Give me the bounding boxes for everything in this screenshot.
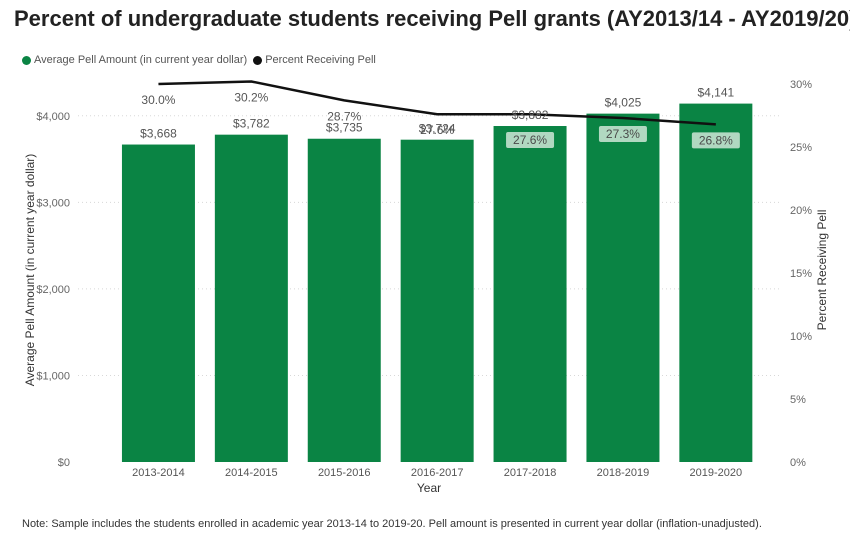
gridlines xyxy=(78,115,780,376)
bar-value-label: $3,782 xyxy=(233,117,270,131)
bar-value-label: $3,882 xyxy=(512,108,549,122)
x-tick-label: 2017-2018 xyxy=(504,467,557,479)
x-tick-label: 2015-2016 xyxy=(318,467,371,479)
y2-tick-label: 20% xyxy=(790,205,812,217)
y2-tick-label: 0% xyxy=(790,457,806,469)
x-axis-title: Year xyxy=(417,481,441,495)
legend-item-percent-receiving: Percent Receiving Pell xyxy=(253,54,376,66)
legend: Average Pell Amount (in current year dol… xyxy=(22,54,382,66)
bar-value-label: $3,668 xyxy=(140,127,177,141)
bar xyxy=(493,126,567,462)
legend-label-pell-amount: Average Pell Amount (in current year dol… xyxy=(34,54,248,66)
y2-tick-label: 5% xyxy=(790,394,806,406)
bar xyxy=(679,103,753,463)
percent-label-box xyxy=(506,132,555,149)
percent-label-box xyxy=(598,126,647,143)
y-tick-label: $3,000 xyxy=(36,197,70,209)
y-tick-label: $2,000 xyxy=(36,284,70,296)
y2-tick-label: 10% xyxy=(790,331,812,343)
bar-value-label: $3,724 xyxy=(419,122,456,136)
y-tick-label: $1,000 xyxy=(36,370,70,382)
y2-axis-title: Percent Receiving Pell xyxy=(815,210,829,331)
legend-marker-percent-receiving xyxy=(253,55,263,65)
percent-value-label: 30.2% xyxy=(234,90,268,104)
footnote: Note: Sample includes the students enrol… xyxy=(22,518,762,530)
x-tick-label: 2018-2019 xyxy=(597,467,650,479)
percent-value-label: 26.8% xyxy=(699,133,733,147)
x-tick-label: 2016-2017 xyxy=(411,467,464,479)
y-tick-label: $0 xyxy=(58,457,70,469)
bar xyxy=(586,113,660,462)
x-tick-label: 2014-2015 xyxy=(225,467,278,479)
percent-series-line xyxy=(158,80,716,126)
bar xyxy=(307,138,381,462)
axes: $0 $1,000 $2,000 $3,000 $4,000 0% 5% 10% 15% 20% 2… xyxy=(23,79,829,495)
percent-value-label: 27.3% xyxy=(606,127,640,141)
bar-value-label: $4,141 xyxy=(697,86,734,100)
chart-title: Percent of undergraduate students receiv… xyxy=(14,6,850,31)
x-tick-label: 2019-2020 xyxy=(690,467,743,479)
y2-tick-label: 15% xyxy=(790,268,812,280)
percent-value-label: 30.0% xyxy=(141,93,175,107)
y-axis-title: Average Pell Amount (in current year dol… xyxy=(23,154,37,387)
legend-label-percent-receiving: Percent Receiving Pell xyxy=(265,54,376,66)
bars xyxy=(121,103,753,463)
percent-value-label: 28.7% xyxy=(327,109,361,123)
percent-value-label: 27.6% xyxy=(420,123,454,137)
bar-value-label: $3,735 xyxy=(326,121,363,135)
percent-value-label: 27.6% xyxy=(513,133,547,147)
data-labels: $3,668 $3,782 $3,735 $3,724 $3,882 $4,025 $4,1… xyxy=(140,86,740,149)
percent-line xyxy=(158,80,716,126)
x-tick-label: 2013-2014 xyxy=(132,467,185,479)
legend-item-pell-amount: Average Pell Amount (in current year dol… xyxy=(22,54,247,66)
bar xyxy=(214,134,288,462)
bar xyxy=(400,139,474,462)
y2-tick-label: 30% xyxy=(790,79,812,91)
bar xyxy=(121,144,195,462)
bar-value-label: $4,025 xyxy=(605,96,642,110)
legend-marker-pell-amount xyxy=(22,55,31,65)
y2-tick-label: 25% xyxy=(790,142,812,154)
y-tick-label: $4,000 xyxy=(36,111,70,123)
percent-label-box xyxy=(691,132,740,149)
